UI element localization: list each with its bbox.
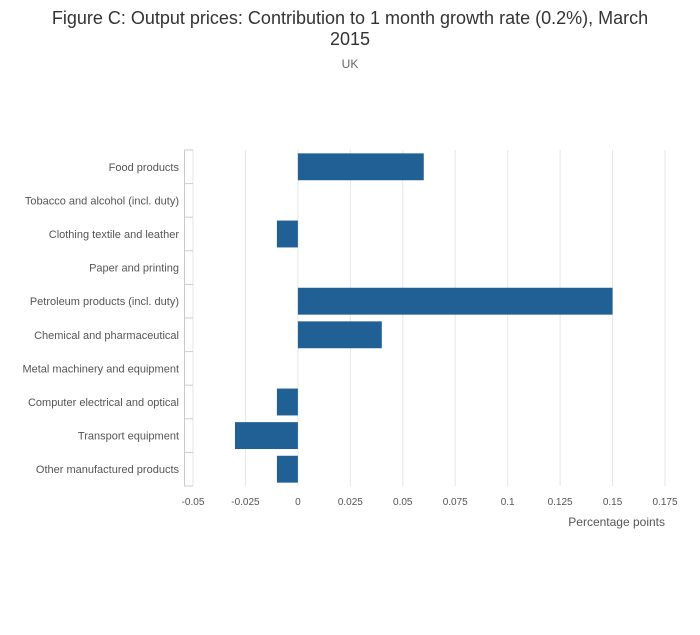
bar — [297, 321, 382, 349]
x-axis-title: Percentage points — [568, 515, 665, 529]
bar — [276, 220, 298, 248]
category-label: Tobacco and alcohol (incl. duty) — [25, 195, 179, 207]
bar — [276, 388, 298, 416]
x-tick-label: 0.175 — [652, 497, 677, 508]
bar — [234, 422, 298, 450]
chart-title-text: Figure C: Output prices: Contribution to… — [51, 8, 649, 49]
x-tick-label: 0.075 — [443, 497, 468, 508]
category-label: Metal machinery and equipment — [22, 363, 179, 375]
chart-title: Figure C: Output prices: Contribution to… — [0, 8, 700, 50]
category-label: Other manufactured products — [36, 464, 180, 476]
category-label: Paper and printing — [89, 263, 179, 275]
bar — [276, 455, 298, 483]
category-label: Clothing textile and leather — [49, 229, 180, 241]
category-label: Chemical and pharmaceutical — [34, 330, 179, 342]
category-label: Transport equipment — [78, 431, 179, 443]
x-tick-label: 0.15 — [603, 497, 623, 508]
x-tick-label: 0.1 — [501, 497, 515, 508]
x-tick-label: -0.025 — [231, 497, 260, 508]
x-tick-label: 0 — [295, 497, 301, 508]
category-label: Computer electrical and optical — [28, 397, 179, 409]
x-tick-label: 0.025 — [338, 497, 363, 508]
category-label: Food products — [109, 162, 180, 174]
category-label: Petroleum products (incl. duty) — [30, 296, 179, 308]
chart-subtitle: UK — [341, 57, 359, 71]
bar — [297, 153, 424, 181]
x-tick-label: -0.05 — [182, 497, 205, 508]
x-tick-label: 0.125 — [548, 497, 573, 508]
x-tick-label: 0.05 — [393, 497, 413, 508]
bar — [297, 287, 613, 315]
